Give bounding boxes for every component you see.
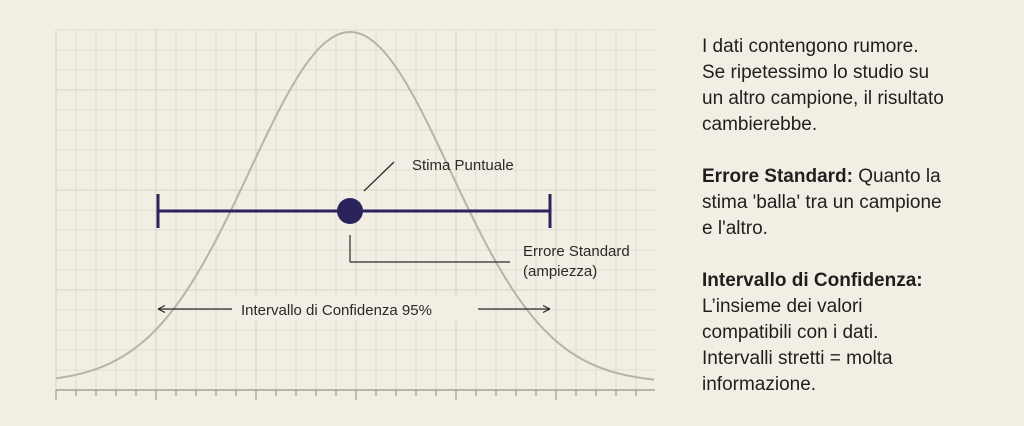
ci-line: Intervalli stretti = molta: [702, 348, 893, 369]
se-heading: Errore Standard:: [702, 166, 853, 187]
normal-distribution-curve: [55, 30, 655, 381]
explanation-panel: I dati contengono rumore. Se ripetessimo…: [702, 34, 1002, 424]
confidence-interval-diagram: Stima Puntuale Errore Standard (ampiezza…: [55, 29, 655, 400]
intro-line: un altro campione, il risultato: [702, 88, 944, 109]
confidence-interval-label: Intervallo di Confidenza 95%: [241, 302, 432, 319]
se-line: stima 'balla' tra un campione: [702, 192, 942, 213]
intro-paragraph: I dati contengono rumore. Se ripetessimo…: [702, 34, 1002, 138]
ci-line: compatibili con i dati.: [702, 322, 879, 343]
ci-heading: Intervallo di Confidenza:: [702, 268, 1002, 294]
point-estimate-dot: [337, 198, 363, 224]
confidence-interval-paragraph: Intervallo di Confidenza: L’insieme dei …: [702, 268, 1002, 398]
se-line: Quanto la: [852, 166, 941, 187]
point-estimate-label: Stima Puntuale: [412, 157, 514, 174]
ci-line: L’insieme dei valori: [702, 296, 863, 317]
ci-line: informazione.: [702, 374, 817, 395]
standard-error-paragraph: Errore Standard: Quanto la stima 'balla'…: [702, 164, 1002, 242]
se-line: e l'altro.: [702, 218, 768, 239]
standard-error-sublabel: (ampiezza): [523, 263, 597, 280]
ci-right-arrowhead: [542, 304, 551, 314]
intro-line: I dati contengono rumore.: [702, 36, 919, 57]
standard-error-label: Errore Standard: [523, 243, 630, 260]
ci-heading-text: Intervallo di Confidenza:: [702, 270, 923, 291]
intro-line: cambierebbe.: [702, 114, 818, 135]
ci-label-backdrop: [232, 297, 482, 321]
ci-left-arrowhead: [157, 304, 166, 314]
se-first-line: Errore Standard: Quanto la: [702, 164, 1002, 190]
axis-ticks: [55, 390, 637, 400]
point-estimate-leader: [363, 161, 395, 192]
intro-line: Se ripetessimo lo studio su: [702, 62, 930, 83]
